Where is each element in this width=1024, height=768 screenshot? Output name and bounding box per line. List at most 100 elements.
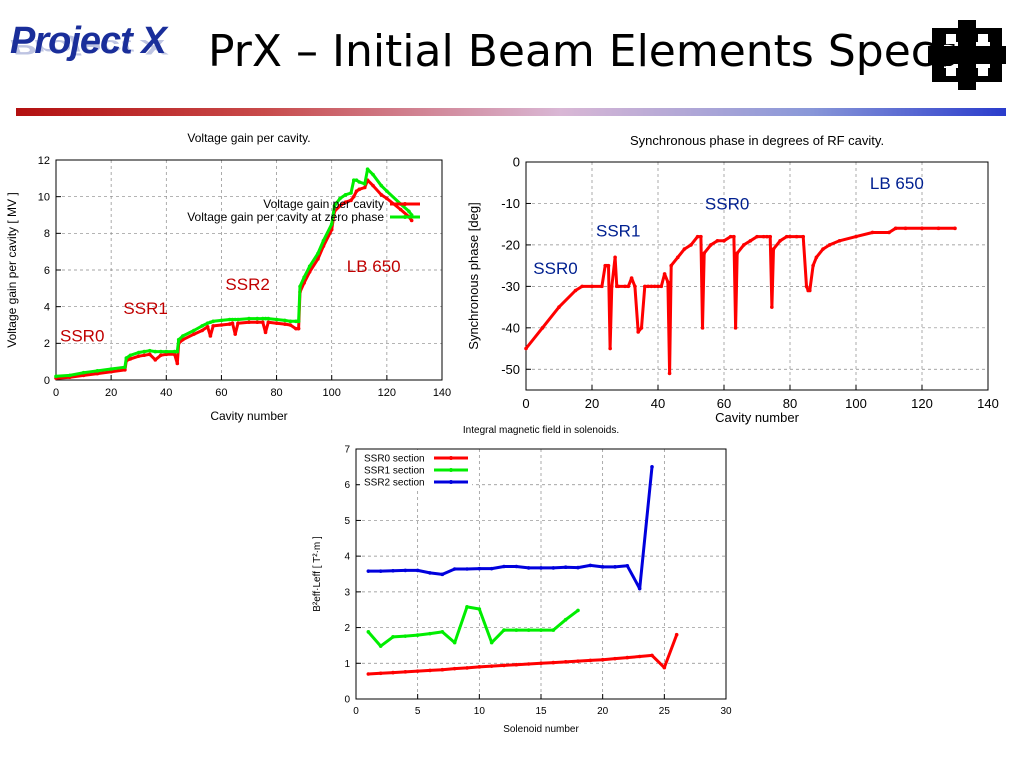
data-point	[722, 238, 726, 243]
data-point	[870, 230, 875, 235]
data-point	[208, 320, 213, 325]
x-tick-label: 0	[353, 706, 359, 717]
data-point	[539, 566, 543, 570]
data-point	[699, 234, 703, 239]
x-tick-label: 60	[215, 387, 227, 399]
x-axis-label: Cavity number	[715, 410, 799, 425]
legend-entry-label: SSR2 section	[364, 478, 425, 489]
data-point	[343, 200, 348, 204]
data-point	[385, 189, 389, 193]
data-point	[263, 316, 268, 321]
data-point	[662, 665, 667, 670]
data-point	[650, 465, 654, 469]
data-point	[936, 226, 941, 231]
x-tick-label: 5	[415, 706, 421, 717]
data-point	[329, 222, 334, 226]
data-point	[590, 284, 594, 289]
data-point	[81, 373, 86, 378]
data-point	[307, 264, 312, 269]
data-point	[502, 628, 506, 632]
data-point	[576, 565, 580, 570]
y-tick-label: 2	[44, 338, 50, 350]
data-point	[363, 182, 367, 186]
data-point	[526, 628, 531, 632]
data-point	[551, 660, 556, 665]
x-tick-label: 25	[659, 706, 671, 717]
data-point	[540, 326, 545, 330]
data-point	[636, 330, 640, 334]
y-axis-label: Synchronous phase [deg]	[466, 202, 481, 349]
y-tick-label: 1	[344, 659, 350, 670]
data-point	[649, 284, 654, 289]
data-point	[502, 564, 506, 569]
y-axis-label: B²eff·Leff [ T²·m ]	[312, 536, 323, 612]
data-point	[477, 665, 482, 669]
data-point	[887, 230, 891, 235]
data-point	[233, 317, 238, 322]
data-point	[452, 567, 457, 571]
data-point	[208, 334, 213, 338]
data-point	[563, 565, 568, 570]
project-x-logo: Project X Project X	[10, 20, 195, 100]
data-point	[274, 317, 279, 322]
data-point	[953, 226, 957, 231]
legend-entry-label: Voltage gain per cavity at zero phase	[187, 210, 384, 224]
data-point	[176, 337, 181, 342]
data-point	[539, 661, 543, 666]
y-tick-label: 4	[44, 302, 50, 314]
data-point	[573, 288, 578, 293]
data-point	[349, 191, 353, 195]
legend-entry-label: SSR0 section	[364, 454, 425, 465]
data-point	[732, 234, 736, 239]
solenoid-field-chart: 0 5 10 15 20 25 30 0 1 2 3 4 5 6 7 Integral magnetic fi…	[312, 425, 732, 735]
data-point	[54, 374, 58, 379]
data-point	[637, 654, 642, 659]
data-point	[477, 566, 482, 571]
data-point	[81, 370, 86, 375]
x-tick-label: 120	[911, 396, 933, 411]
data-point	[205, 325, 210, 329]
series-line-2	[367, 605, 579, 648]
data-point	[563, 660, 568, 664]
x-tick-label: 40	[651, 396, 665, 411]
data-point	[192, 332, 196, 336]
data-point	[637, 586, 642, 591]
data-point	[667, 371, 672, 376]
data-point	[788, 234, 792, 239]
data-point	[700, 326, 705, 330]
section-annotation: LB 650	[870, 174, 924, 193]
data-point	[623, 284, 627, 289]
data-point	[854, 234, 858, 239]
x-tick-label: 120	[378, 387, 396, 399]
data-point	[211, 324, 215, 328]
data-point	[379, 183, 384, 188]
data-point	[539, 628, 543, 632]
data-point	[296, 319, 301, 324]
data-point	[321, 238, 326, 243]
data-point	[893, 226, 898, 231]
section-annotation: SSR0	[533, 259, 577, 278]
data-point	[801, 234, 805, 239]
data-point	[600, 284, 604, 289]
data-point	[808, 288, 812, 293]
data-point	[643, 284, 647, 289]
y-tick-label: 0	[44, 375, 50, 387]
slide-title: PrX – Initial Beam Elements Specs	[208, 26, 958, 77]
data-point	[662, 272, 667, 276]
data-point	[302, 275, 306, 280]
data-point	[600, 657, 605, 662]
data-point	[689, 243, 693, 247]
logo-text: Project X	[10, 20, 167, 62]
section-annotation: SSR1	[596, 222, 640, 241]
data-point	[332, 204, 337, 208]
data-point	[351, 178, 356, 182]
data-point	[489, 664, 494, 668]
data-point	[608, 346, 612, 351]
data-point	[398, 207, 403, 212]
data-point	[200, 328, 204, 333]
data-point	[613, 255, 617, 260]
data-point	[742, 243, 746, 247]
y-tick-label: -40	[501, 320, 520, 335]
y-tick-label: 10	[38, 192, 50, 204]
data-point	[625, 563, 630, 568]
